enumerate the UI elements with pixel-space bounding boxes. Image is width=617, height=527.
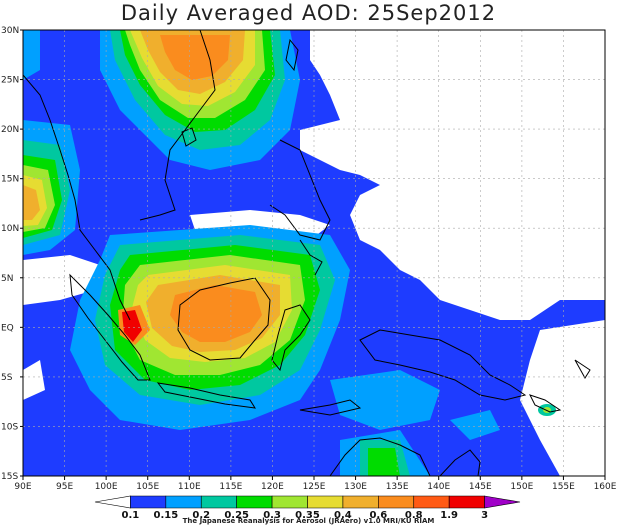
colorbar-label: 0.4 (334, 510, 352, 521)
colorbar-swatch (378, 495, 415, 509)
lon-tick-label: 120E (261, 482, 284, 492)
lon-tick-label: 145E (469, 482, 492, 492)
lon-tick-label: 140E (427, 482, 450, 492)
latitude-axis: 30N 25N 20N 15N 10N 5N EQ 5S 10S 15S (1, 26, 23, 482)
lon-tick-label: 90E (14, 482, 31, 492)
lat-tick-label: 5N (1, 274, 13, 284)
lon-tick-label: 130E (344, 482, 367, 492)
lon-tick-label: 100E (95, 482, 118, 492)
colorbar-swatch (271, 495, 308, 509)
colorbar: 0.1 0.15 0.2 0.25 0.3 0.35 0.4 0.6 0.8 1.9 3 (94, 495, 521, 521)
colorbar-label: 0.1 (122, 510, 140, 521)
colorbar-label: 0.2 (192, 510, 210, 521)
grid (23, 30, 605, 476)
colorbar-label: 0.15 (153, 510, 178, 521)
colorbar-label: 0.6 (369, 510, 387, 521)
lon-tick-label: 95E (56, 482, 73, 492)
lat-tick-label: 10N (1, 224, 19, 234)
lon-tick-label: 155E (552, 482, 575, 492)
aod-band-0-8 (122, 310, 142, 342)
colorbar-swatch (413, 495, 450, 509)
colorbar-swatch (236, 495, 273, 509)
lat-tick-label: EQ (1, 323, 14, 333)
lat-tick-label: 20N (1, 125, 19, 135)
longitude-axis: 90E 95E 100E 105E 110E 115E 120E 125E 130E 135E 14… (14, 476, 617, 492)
lat-tick-label: 10S (1, 422, 18, 432)
lon-tick-label: 125E (303, 482, 326, 492)
colorbar-swatch (130, 495, 167, 509)
lon-tick-label: 115E (219, 482, 242, 492)
aod-field (23, 30, 605, 476)
lon-tick-label: 160E (594, 482, 617, 492)
map-title: Daily Averaged AOD: 25Sep2012 (120, 1, 497, 25)
colorbar-swatch (307, 495, 344, 509)
colorbar-label: 0.25 (224, 510, 249, 521)
colorbar-label: 3 (481, 510, 488, 521)
lat-tick-label: 15S (1, 472, 18, 482)
lon-tick-label: 135E (386, 482, 409, 492)
colorbar-label: 1.9 (440, 510, 458, 521)
colorbar-label: 0.3 (263, 510, 281, 521)
colorbar-label: 0.35 (295, 510, 320, 521)
colorbar-label: 0.8 (405, 510, 423, 521)
colorbar-swatch (94, 495, 131, 509)
lat-tick-label: 5S (1, 373, 13, 383)
colorbar-swatch (200, 495, 237, 509)
footer-credit: The Japanese Reanalysis for Aerosol (JRA… (182, 517, 435, 525)
lat-tick-label: 15N (1, 175, 19, 185)
colorbar-swatch (448, 495, 485, 509)
lat-tick-label: 25N (1, 76, 19, 86)
lat-tick-label: 30N (1, 26, 19, 36)
lon-tick-label: 150E (510, 482, 533, 492)
lon-tick-label: 105E (136, 482, 159, 492)
coastlines (23, 30, 591, 476)
colorbar-swatch (342, 495, 379, 509)
colorbar-swatch (165, 495, 202, 509)
lon-tick-label: 110E (178, 482, 201, 492)
colorbar-swatch (484, 495, 521, 509)
